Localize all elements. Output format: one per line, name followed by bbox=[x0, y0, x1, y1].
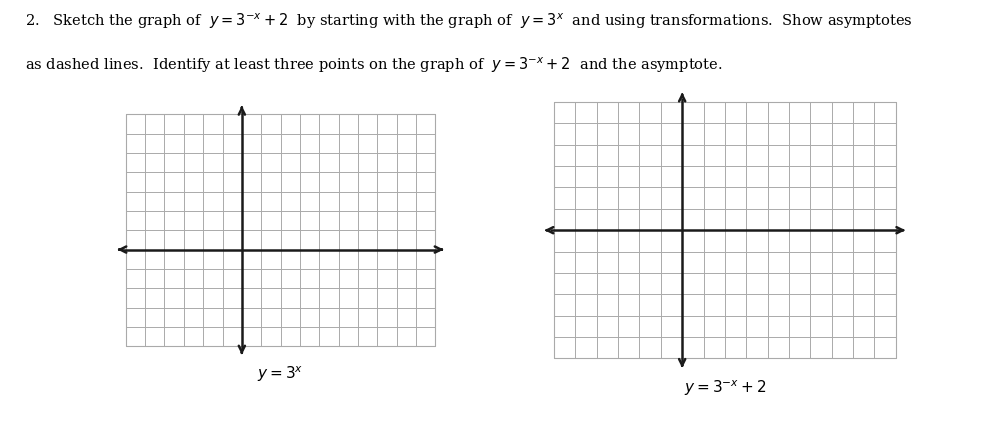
Text: as dashed lines.  Identify at least three points on the graph of  $y=3^{-x}+2$  : as dashed lines. Identify at least three… bbox=[25, 56, 722, 76]
Text: $y=3^{x}$: $y=3^{x}$ bbox=[257, 365, 304, 384]
Text: 2.   Sketch the graph of  $y=3^{-x}+2$  by starting with the graph of  $y=3^{x}$: 2. Sketch the graph of $y=3^{-x}+2$ by s… bbox=[25, 11, 913, 31]
Text: $y=3^{-x}+2$: $y=3^{-x}+2$ bbox=[683, 379, 767, 398]
